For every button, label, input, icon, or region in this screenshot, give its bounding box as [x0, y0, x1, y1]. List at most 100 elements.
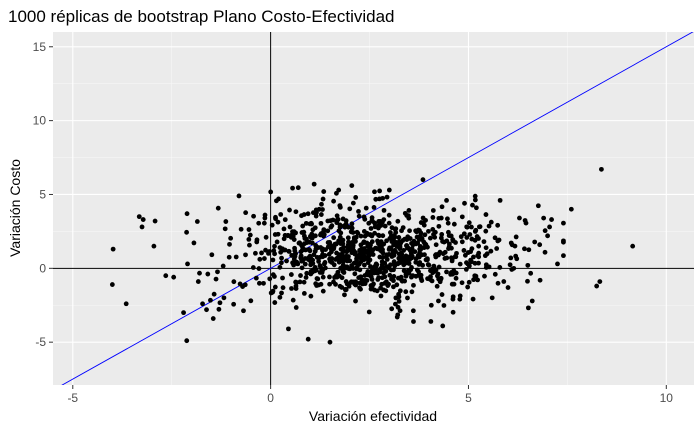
data-point	[215, 205, 221, 211]
data-point	[473, 273, 479, 279]
data-point	[393, 295, 399, 301]
data-point	[343, 221, 349, 227]
data-point	[361, 229, 367, 234]
data-point	[505, 285, 511, 290]
data-point	[427, 235, 433, 241]
data-point	[194, 219, 200, 224]
data-point	[362, 233, 368, 239]
data-point	[110, 246, 116, 252]
data-point	[254, 239, 260, 245]
data-point	[439, 232, 445, 237]
data-point	[308, 234, 314, 240]
data-point	[140, 217, 146, 222]
data-point	[360, 281, 366, 287]
data-point	[368, 264, 373, 269]
data-point	[312, 265, 318, 270]
data-point	[369, 276, 375, 282]
data-point	[314, 255, 320, 260]
data-point	[211, 291, 217, 297]
data-point	[343, 218, 349, 224]
data-point	[287, 207, 292, 213]
data-point	[377, 219, 383, 224]
data-point	[343, 286, 348, 292]
x-tick-label: 5	[465, 391, 472, 405]
data-point	[482, 253, 488, 259]
data-point	[377, 254, 383, 260]
data-point	[430, 208, 436, 213]
data-point	[303, 275, 309, 280]
data-point	[231, 301, 237, 307]
data-point	[257, 256, 263, 262]
data-point	[152, 218, 158, 224]
data-point	[320, 274, 326, 280]
data-point	[292, 245, 297, 251]
data-point	[320, 267, 326, 273]
data-point	[277, 294, 283, 300]
data-point	[269, 222, 275, 228]
data-point	[247, 242, 252, 248]
data-point	[338, 230, 344, 236]
data-point	[286, 326, 291, 332]
data-point	[295, 185, 301, 191]
y-tick-label: 15	[33, 40, 47, 54]
data-point	[308, 220, 314, 226]
data-point	[378, 293, 384, 299]
x-axis-title: Variación efectividad	[309, 408, 437, 424]
data-point	[458, 234, 464, 240]
data-point	[436, 264, 442, 270]
data-point	[243, 210, 249, 216]
data-point	[372, 230, 378, 236]
data-point	[366, 309, 372, 315]
data-point	[409, 274, 414, 280]
data-point	[361, 214, 367, 220]
x-tick-labels: -5 0 5 10	[67, 391, 673, 405]
data-point	[334, 190, 339, 196]
data-point	[270, 257, 276, 263]
data-point	[462, 200, 467, 206]
data-point	[261, 280, 266, 286]
data-point	[408, 250, 414, 256]
data-point	[301, 279, 307, 285]
data-point	[208, 297, 213, 303]
data-point	[442, 249, 448, 255]
data-point	[320, 231, 326, 236]
data-point	[488, 219, 494, 225]
data-point	[429, 266, 435, 272]
data-point	[350, 200, 356, 206]
data-point	[226, 254, 232, 260]
data-point	[279, 255, 284, 261]
data-point	[311, 181, 317, 187]
data-point	[469, 259, 474, 265]
y-tick-label: -5	[35, 335, 46, 349]
data-point	[508, 255, 514, 261]
threshold-line	[61, 32, 694, 385]
data-point	[525, 262, 531, 268]
data-point	[242, 282, 248, 288]
data-point	[381, 207, 387, 213]
data-point	[451, 281, 457, 287]
data-point	[341, 248, 347, 254]
data-point	[373, 267, 379, 273]
y-axis-title: Variación Costo	[7, 159, 23, 257]
data-point	[200, 301, 205, 307]
data-point	[256, 280, 262, 286]
axis-ticks	[49, 46, 667, 389]
y-tick-label: 0	[39, 261, 46, 275]
data-point	[513, 234, 519, 240]
data-point	[472, 197, 478, 203]
data-point	[549, 217, 554, 222]
data-point	[465, 284, 471, 290]
data-point	[223, 219, 229, 224]
data-point	[386, 212, 392, 218]
data-point	[405, 268, 411, 274]
data-point	[361, 240, 366, 246]
data-point	[440, 239, 445, 244]
data-point	[402, 278, 408, 284]
data-point	[227, 241, 232, 247]
data-point	[348, 280, 354, 285]
data-point	[385, 283, 391, 288]
data-point	[322, 253, 328, 258]
data-point	[398, 250, 404, 256]
data-point	[300, 223, 306, 229]
data-point	[417, 243, 423, 249]
